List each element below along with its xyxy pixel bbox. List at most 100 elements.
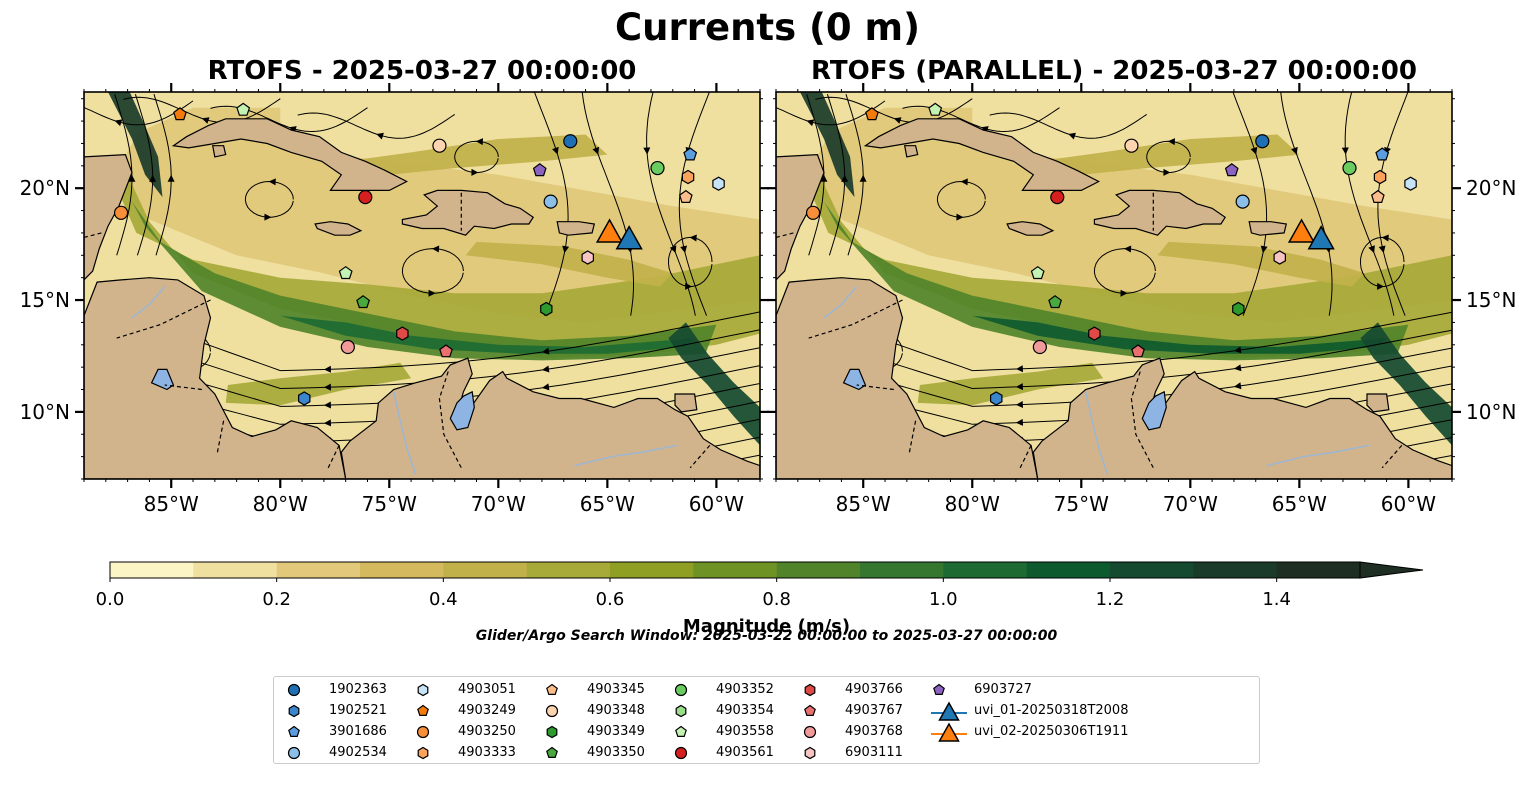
y-tick-label: 20°N (20, 176, 70, 200)
marker-4903250 (805, 205, 821, 220)
legend-marker (417, 746, 429, 760)
legend-marker (546, 683, 558, 695)
speed-band (824, 201, 1409, 361)
streamline-arrow (1016, 491, 1023, 498)
colorbar-tick-label: 0.4 (429, 589, 458, 610)
speed-band (345, 134, 608, 177)
legend-marker (931, 722, 967, 742)
marker-uvi_01-20250318T2008 (615, 225, 643, 250)
colorbar-segment (610, 562, 694, 578)
colorbar-tick-label: 0.0 (96, 589, 125, 610)
river (392, 391, 417, 475)
land-puerto-rico (556, 221, 596, 236)
y-tick-label: 10°N (1466, 400, 1516, 424)
legend: 1902363 1902521 3901686 4902534 4903051 49032… (273, 676, 1260, 764)
legend-label: 6903727 (974, 682, 1032, 697)
river (1084, 391, 1109, 475)
legend-pentagon-icon (546, 746, 558, 758)
legend-hexagon-icon (288, 704, 300, 718)
colorbar-segment (860, 562, 944, 578)
streamline (646, 92, 696, 316)
map-panel-rtofs: 85°W 80°W 75°W 70°W 65°W 60°W 20°N 15°N 10°N (20, 83, 769, 516)
legend-hexagon-icon (417, 746, 429, 760)
speed-band (132, 201, 717, 361)
legend-marker (803, 725, 817, 739)
streamline-arrow (541, 383, 550, 391)
colorbar-label: Magnitude (m/s) (682, 616, 851, 637)
speed-band (465, 241, 673, 287)
streamline (678, 92, 710, 316)
legend-label: 4903345 (587, 682, 645, 697)
streamline-arrow (541, 347, 550, 355)
streamline (1146, 140, 1191, 174)
country-border (1381, 445, 1403, 469)
streamline-arrow (471, 168, 479, 176)
legend-label: 4903561 (716, 745, 774, 760)
land-yucatan (776, 92, 825, 281)
legend-marker (546, 725, 558, 739)
marker-1902363 (563, 134, 578, 149)
legend-hexagon-icon (804, 683, 816, 697)
streamline (830, 311, 1452, 372)
land-central-america (776, 277, 1039, 479)
marker-4903558 (236, 102, 251, 116)
x-tick-label: 60°W (1381, 492, 1436, 516)
marker-4903349 (1232, 301, 1245, 317)
legend-marker (675, 725, 687, 737)
land-isla-juventud (211, 145, 227, 158)
legend-circle-icon (674, 746, 688, 760)
land-yucatan (84, 92, 133, 281)
legend-label: 3901686 (329, 724, 387, 739)
speed-band (1037, 134, 1300, 177)
marker-4903051 (1404, 176, 1417, 191)
streamline-arrow (149, 174, 157, 182)
colorbar-segment (526, 562, 611, 578)
marker-4903558 (338, 265, 353, 280)
colorbar-segment (193, 562, 278, 578)
streamline-arrow (1233, 382, 1242, 390)
land-central-america (84, 277, 347, 479)
streamline-arrow (562, 245, 570, 254)
marker-4903345 (678, 189, 693, 203)
streamline-arrow (859, 174, 867, 182)
marker-4903249 (865, 107, 879, 121)
streamline-arrow (685, 282, 693, 290)
streamline-arrow (1015, 401, 1023, 408)
streamline-arrow (324, 491, 331, 498)
x-tick-label: 65°W (580, 492, 635, 516)
streamline-arrow (1167, 138, 1175, 146)
land-south-america (1032, 357, 1452, 479)
marker-6903111 (581, 250, 595, 265)
speed-band (118, 174, 760, 359)
colorbar-segment (1026, 562, 1111, 578)
streamline-arrow (820, 174, 828, 182)
colorbar-segment (943, 562, 1028, 578)
streamline-arrow (1250, 146, 1258, 155)
speed-band (225, 362, 412, 406)
streamline (667, 236, 713, 287)
y-tick-label: 15°N (20, 288, 70, 312)
colorbar-tick-label: 1.0 (929, 589, 958, 610)
streamline-arrow (956, 213, 964, 221)
legend-label: uvi_01-20250318T2008 (974, 703, 1129, 718)
marker-4903249 (173, 107, 187, 121)
speed-band (668, 322, 760, 446)
streamline-arrow (128, 174, 136, 182)
river (823, 286, 858, 319)
streamline-arrow (592, 146, 600, 155)
marker-4903558 (928, 102, 943, 116)
legend-marker (288, 704, 300, 718)
streamline-arrow (1016, 508, 1023, 515)
y-tick-label: 20°N (1466, 176, 1516, 200)
colorbar-segment (1276, 562, 1361, 578)
streamline (1093, 248, 1156, 294)
colorbar-frame (109, 561, 1361, 579)
streamline-arrow (114, 119, 123, 127)
map-frame (775, 91, 1453, 480)
legend-label: 4903348 (587, 703, 645, 718)
colorbar: 0.0 0.2 0.4 0.6 0.8 1.0 1.2 1.4 (96, 561, 1424, 610)
speed-band (917, 362, 1104, 406)
land-trinidad (1366, 393, 1390, 413)
river (1266, 444, 1370, 467)
